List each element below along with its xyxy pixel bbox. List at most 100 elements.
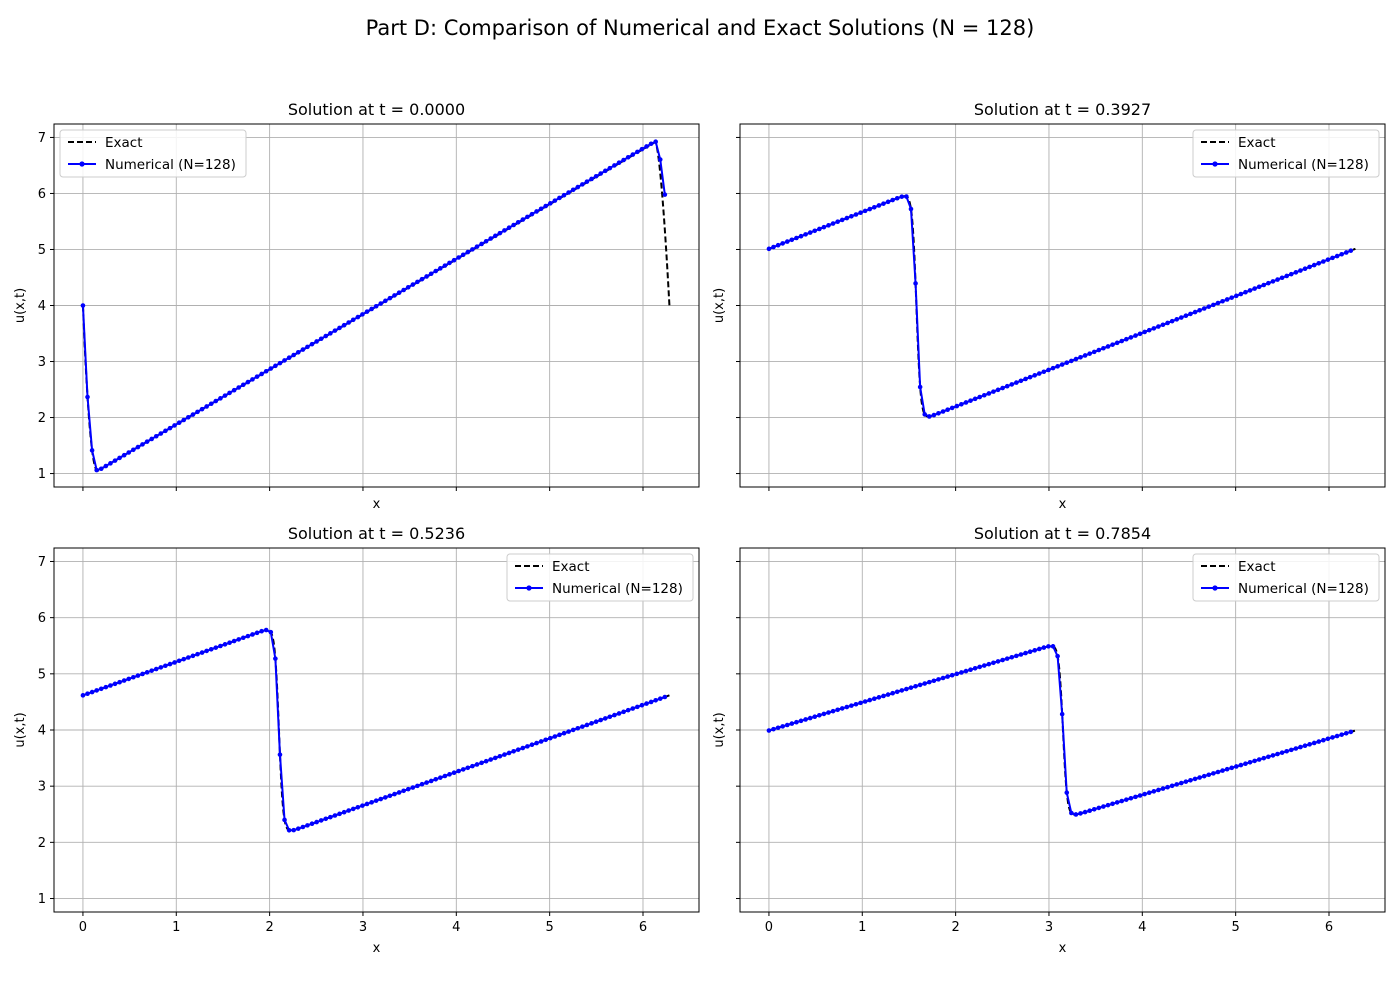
numerical-point bbox=[922, 412, 928, 417]
numerical-point bbox=[1179, 315, 1184, 320]
numerical-point bbox=[1169, 318, 1175, 324]
numerical-point bbox=[479, 241, 484, 247]
y-tick-label: 2 bbox=[38, 411, 46, 426]
numerical-point bbox=[231, 387, 237, 393]
numerical-point bbox=[1238, 762, 1244, 768]
numerical-point bbox=[241, 635, 246, 641]
numerical-point bbox=[872, 696, 877, 702]
legend-numerical-marker bbox=[1212, 585, 1218, 591]
numerical-point bbox=[396, 790, 402, 795]
numerical-point bbox=[392, 791, 397, 797]
numerical-point bbox=[1114, 800, 1120, 805]
numerical-point bbox=[1169, 783, 1175, 789]
numerical-point bbox=[780, 241, 785, 246]
numerical-point bbox=[1334, 253, 1340, 259]
numerical-point bbox=[1206, 772, 1212, 778]
numerical-point bbox=[323, 816, 329, 822]
subplot-title: Solution at t = 0.0000 bbox=[288, 100, 465, 119]
numerical-point bbox=[881, 201, 886, 206]
numerical-point bbox=[236, 385, 242, 390]
numerical-point bbox=[387, 295, 393, 301]
numerical-point bbox=[589, 721, 594, 726]
numerical-point bbox=[254, 630, 260, 636]
numerical-point bbox=[931, 678, 937, 684]
numerical-point bbox=[830, 708, 836, 714]
numerical-point bbox=[520, 745, 526, 751]
numerical-point bbox=[451, 770, 457, 776]
numerical-point bbox=[1055, 364, 1060, 369]
numerical-point bbox=[1247, 288, 1253, 293]
legend-numerical-marker bbox=[79, 161, 85, 167]
numerical-point bbox=[273, 363, 278, 369]
numerical-point bbox=[181, 417, 187, 423]
numerical-point bbox=[548, 735, 553, 741]
plot-area bbox=[766, 644, 1356, 817]
numerical-point bbox=[625, 154, 631, 160]
numerical-point bbox=[360, 312, 365, 317]
numerical-point bbox=[1091, 807, 1097, 812]
numerical-point bbox=[305, 823, 310, 828]
numerical-point bbox=[163, 428, 168, 434]
numerical-point bbox=[1256, 757, 1262, 762]
numerical-point bbox=[1041, 645, 1047, 650]
numerical-point bbox=[295, 349, 301, 355]
numerical-point bbox=[1343, 250, 1349, 255]
numerical-point bbox=[332, 328, 338, 333]
numerical-point bbox=[1211, 302, 1216, 308]
numerical-point bbox=[131, 674, 136, 680]
legend-exact-label: Exact bbox=[1238, 559, 1276, 575]
numerical-point bbox=[483, 758, 489, 764]
numerical-point bbox=[424, 274, 429, 279]
numerical-point bbox=[1321, 737, 1326, 743]
numerical-point bbox=[557, 195, 562, 201]
numerical-point bbox=[657, 696, 663, 701]
numerical-point bbox=[493, 755, 498, 761]
numerical-point bbox=[821, 711, 827, 717]
numerical-point bbox=[1119, 338, 1125, 344]
numerical-point bbox=[218, 396, 223, 401]
numerical-point bbox=[908, 685, 914, 690]
numerical-point bbox=[364, 801, 370, 807]
numerical-point bbox=[392, 293, 397, 298]
numerical-point bbox=[442, 773, 448, 779]
numerical-point bbox=[328, 814, 333, 820]
numerical-point bbox=[784, 239, 790, 244]
numerical-point bbox=[502, 752, 507, 757]
numerical-point bbox=[497, 753, 503, 759]
legend-exact-label: Exact bbox=[105, 135, 143, 151]
numerical-point bbox=[318, 818, 324, 823]
numerical-point bbox=[112, 681, 118, 687]
numerical-point bbox=[972, 396, 978, 402]
numerical-point bbox=[525, 214, 530, 220]
numerical-point bbox=[250, 377, 255, 382]
numerical-point bbox=[85, 691, 90, 697]
numerical-point bbox=[470, 247, 475, 252]
legend-numerical-marker bbox=[526, 585, 532, 591]
numerical-point bbox=[396, 290, 402, 296]
numerical-point bbox=[465, 249, 471, 255]
numerical-point bbox=[149, 436, 154, 442]
numerical-point bbox=[1059, 711, 1065, 717]
numerical-point bbox=[826, 223, 831, 228]
numerical-point bbox=[657, 157, 663, 162]
numerical-point bbox=[648, 141, 654, 147]
numerical-point bbox=[1105, 802, 1111, 808]
x-tick-label: 2 bbox=[951, 920, 959, 935]
x-tick-label: 0 bbox=[79, 920, 87, 935]
numerical-point bbox=[195, 409, 200, 415]
numerical-point bbox=[140, 671, 145, 677]
numerical-point bbox=[904, 194, 909, 199]
numerical-point bbox=[1188, 777, 1193, 783]
numerical-point bbox=[986, 391, 992, 396]
numerical-point bbox=[1302, 266, 1308, 272]
subplot-3: 0 1 2 3 4 5 6 1 2 3 4 5 6 7 Solution at t = 0.5236 x u(x… bbox=[13, 524, 700, 956]
legend-numerical-label: Numerical (N=128) bbox=[105, 157, 236, 173]
x-axis-label: x bbox=[373, 497, 381, 512]
numerical-point bbox=[1073, 356, 1079, 362]
numerical-point bbox=[1000, 657, 1005, 663]
numerical-point bbox=[1151, 789, 1157, 794]
numerical-point bbox=[1009, 382, 1015, 387]
numerical-point bbox=[419, 276, 425, 282]
y-tick-label: 7 bbox=[38, 131, 46, 146]
numerical-point bbox=[607, 165, 613, 171]
